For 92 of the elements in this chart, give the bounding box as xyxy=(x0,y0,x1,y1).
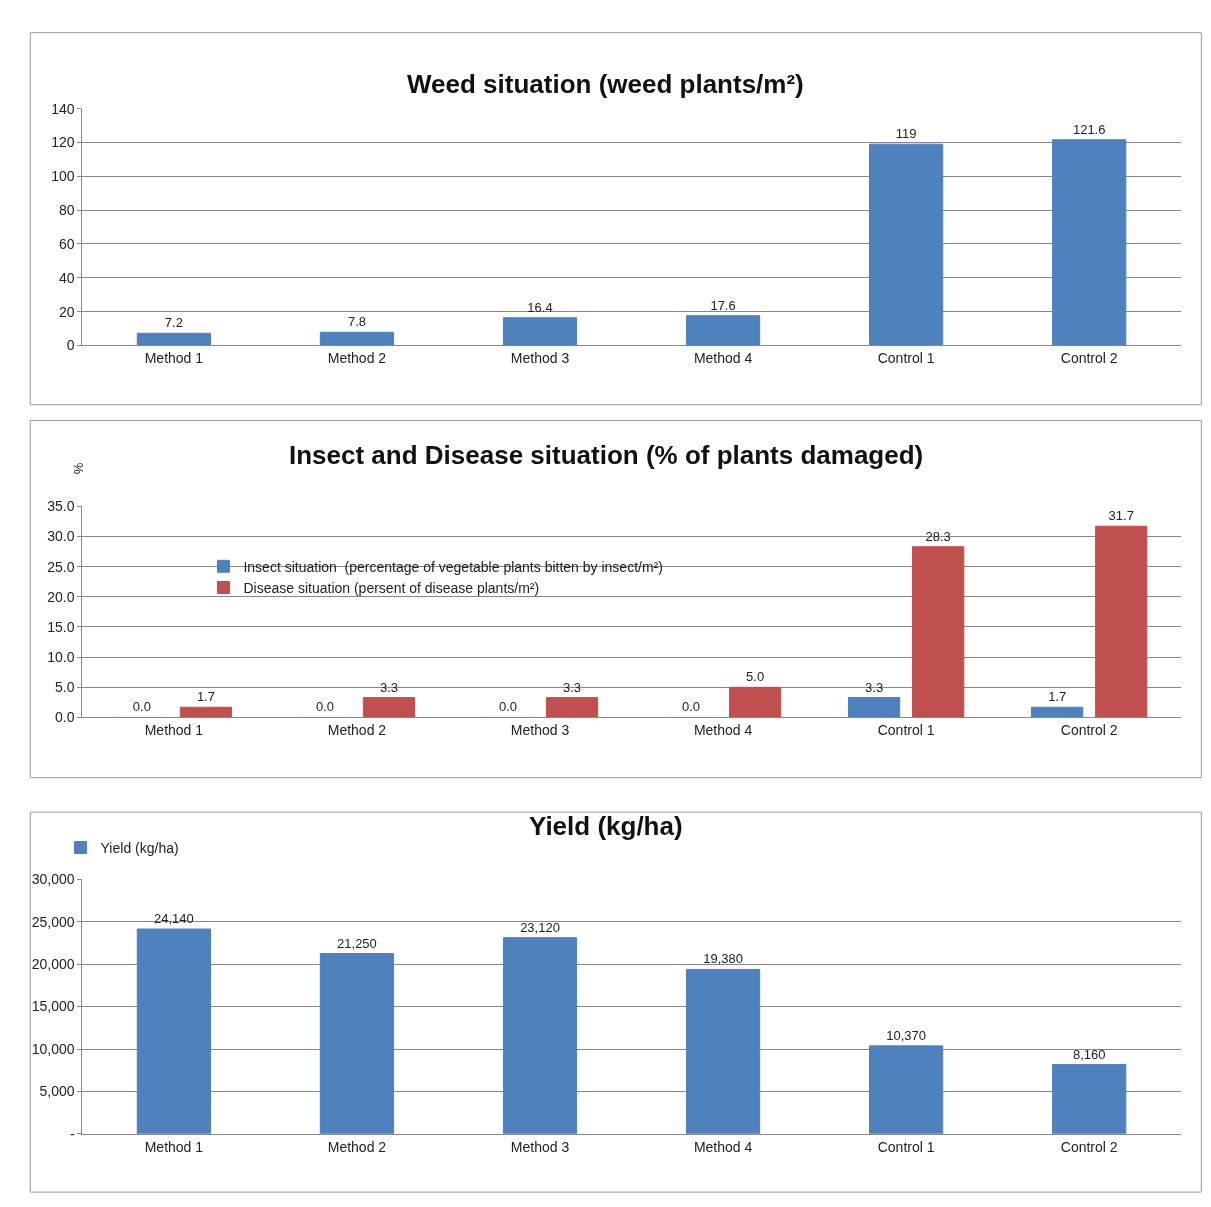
data-label: 7.8 xyxy=(347,314,366,330)
x-tick-label: Method 4 xyxy=(693,722,753,739)
x-tick-label: Method 3 xyxy=(510,722,570,739)
data-label: 0.0 xyxy=(498,699,518,715)
y-axis-title: % xyxy=(70,462,86,475)
chart-title: Yield (kg/ha) xyxy=(529,811,683,841)
y-tick-label: - xyxy=(69,1125,75,1142)
bar xyxy=(502,937,578,1134)
x-tick-label: Control 1 xyxy=(877,722,935,739)
y-tick-label: 25.0 xyxy=(47,558,75,575)
x-tick-label: Control 2 xyxy=(1060,1138,1118,1155)
x-tick-label: Control 2 xyxy=(1060,722,1118,739)
y-tick-label: 10.0 xyxy=(47,649,75,666)
y-tick-label: 20,000 xyxy=(31,956,75,973)
data-label: 121.6 xyxy=(1072,121,1106,137)
bar xyxy=(685,315,761,346)
y-tick-label: 100 xyxy=(51,168,75,185)
data-label: 3.3 xyxy=(379,679,399,695)
data-label: 0.0 xyxy=(132,699,151,715)
data-label: 23,120 xyxy=(520,919,560,935)
y-tick-label: 30,000 xyxy=(31,871,75,888)
y-tick-label: 80 xyxy=(58,202,75,219)
data-label: 0.0 xyxy=(681,699,701,715)
y-tick-label: 30.0 xyxy=(47,528,75,545)
x-tick-label: Method 3 xyxy=(510,1138,570,1155)
data-label: 28.3 xyxy=(925,528,951,544)
data-label: 17.6 xyxy=(710,297,736,313)
data-label: 119 xyxy=(895,126,917,142)
bar xyxy=(319,331,395,346)
bar xyxy=(869,1045,944,1134)
data-label: 19,380 xyxy=(703,951,743,967)
bar xyxy=(1052,139,1127,346)
data-label: 24,140 xyxy=(154,911,194,927)
bar xyxy=(362,697,416,718)
y-tick-label: 140 xyxy=(51,100,75,117)
bar xyxy=(136,928,211,1134)
x-tick-label: Control 1 xyxy=(877,350,935,367)
bar xyxy=(728,686,782,718)
y-tick-label: 40 xyxy=(58,269,75,286)
x-tick-label: Control 2 xyxy=(1060,350,1118,367)
y-tick-label: 15.0 xyxy=(47,618,75,635)
x-tick-label: Method 1 xyxy=(144,722,204,739)
x-tick-label: Method 2 xyxy=(327,1138,387,1155)
bar xyxy=(869,143,944,346)
x-tick-label: Method 3 xyxy=(510,350,570,367)
y-tick-label: 20 xyxy=(58,303,75,320)
data-label: 21,250 xyxy=(337,935,377,951)
bar xyxy=(912,546,965,718)
legend-label: Yield (kg/ha) xyxy=(100,839,179,856)
x-tick-label: Method 2 xyxy=(327,722,387,739)
bar xyxy=(179,706,233,718)
bar xyxy=(847,697,901,718)
data-label: 16.4 xyxy=(527,299,553,315)
data-label: 1.7 xyxy=(196,689,215,705)
y-tick-label: 0.0 xyxy=(55,709,75,726)
data-label: 0.0 xyxy=(315,699,334,715)
bar xyxy=(136,332,211,346)
bar xyxy=(319,953,395,1134)
y-tick-label: 15,000 xyxy=(31,998,75,1015)
legend-label: Insect situation (percentage of vegetable plants bitten by insect/m²) xyxy=(243,558,663,575)
bar xyxy=(502,317,578,346)
y-tick-label: 5.0 xyxy=(55,679,75,696)
x-tick-label: Method 4 xyxy=(693,350,753,367)
x-tick-label: Method 1 xyxy=(144,350,204,367)
x-tick-label: Method 4 xyxy=(693,1138,753,1155)
bar xyxy=(1052,1064,1127,1134)
data-label: 1.7 xyxy=(1048,689,1067,705)
y-tick-label: 25,000 xyxy=(31,913,75,930)
y-tick-label: 0 xyxy=(66,337,75,354)
bar xyxy=(1031,706,1084,718)
y-tick-label: 20.0 xyxy=(47,588,75,605)
data-label: 5.0 xyxy=(746,669,765,685)
x-tick-label: Method 2 xyxy=(327,350,387,367)
data-label: 8,160 xyxy=(1072,1046,1106,1062)
y-tick-label: 35.0 xyxy=(47,498,75,515)
y-tick-label: 5,000 xyxy=(39,1083,75,1100)
x-tick-label: Control 1 xyxy=(877,1138,935,1155)
x-tick-label: Method 1 xyxy=(144,1138,204,1155)
y-tick-label: 60 xyxy=(58,235,75,252)
bar xyxy=(545,697,599,718)
chart-title: Weed situation (weed plants/m²) xyxy=(407,69,804,99)
bar xyxy=(685,968,761,1134)
y-tick-label: 120 xyxy=(51,134,75,151)
data-label: 3.3 xyxy=(865,679,884,695)
legend-label: Disease situation (persent of disease plants/m²) xyxy=(243,579,540,596)
bar xyxy=(1095,525,1148,718)
y-tick-label: 10,000 xyxy=(31,1040,75,1057)
data-label: 3.3 xyxy=(563,679,582,695)
data-label: 10,370 xyxy=(886,1027,927,1043)
data-label: 31.7 xyxy=(1108,508,1134,524)
data-label: 7.2 xyxy=(164,315,183,331)
chart-title: Insect and Disease situation (% of plants damaged) xyxy=(289,440,924,470)
